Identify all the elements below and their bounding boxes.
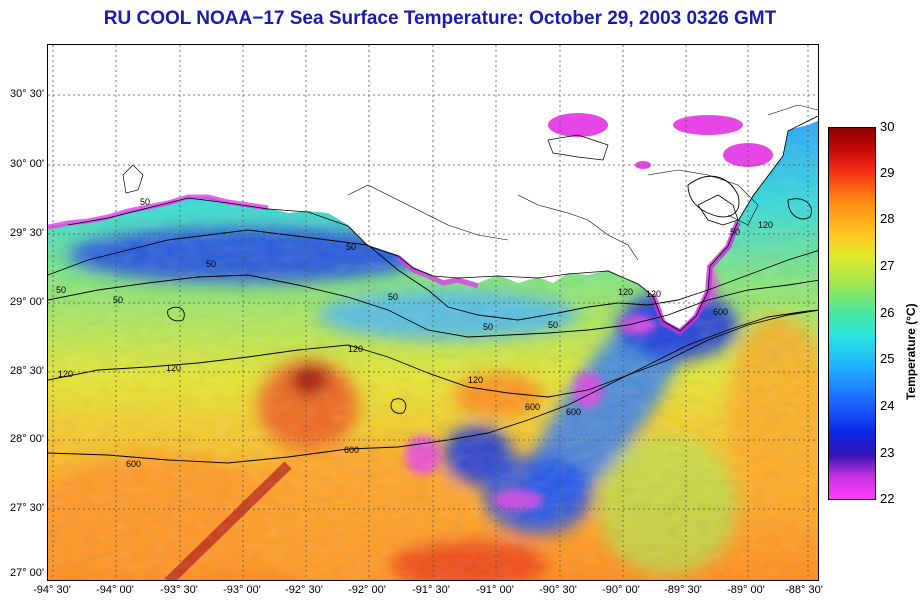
contour-label: 50 xyxy=(56,285,66,295)
contour-label: 120 xyxy=(166,363,181,373)
colorbar-tick: 25 xyxy=(880,351,895,366)
contour-label: 50 xyxy=(730,227,740,237)
contour-label: 120 xyxy=(58,369,73,379)
contour-label: 600 xyxy=(713,307,728,317)
contour-label: 120 xyxy=(468,375,483,385)
map-title: RU COOL NOAA−17 Sea Surface Temperature:… xyxy=(103,8,777,29)
colorbar-tick: 28 xyxy=(880,211,895,226)
lon-label: -93° 30' xyxy=(160,584,198,596)
contour-label: 120 xyxy=(646,289,661,299)
contour-label: 120 xyxy=(618,287,633,297)
lon-label: -93° 00' xyxy=(223,584,261,596)
contour-label: 50 xyxy=(140,197,150,207)
contour-label: 600 xyxy=(126,459,141,469)
lat-label: 27° 30' xyxy=(9,502,44,514)
contour-label: 120 xyxy=(348,344,363,354)
colorbar-label: Temperature (°C) xyxy=(904,303,918,400)
colorbar-tick: 30 xyxy=(880,119,895,134)
lon-label: -91° 30' xyxy=(412,584,450,596)
lon-label: -90° 00' xyxy=(602,584,640,596)
contour-label: 50 xyxy=(346,242,356,252)
lon-label: -88° 30' xyxy=(785,584,823,596)
graticule xyxy=(48,45,818,580)
contour-label: 50 xyxy=(388,292,398,302)
lat-label: 30° 30' xyxy=(9,88,44,100)
lat-label: 27° 00' xyxy=(9,567,44,579)
lon-label: -91° 00' xyxy=(476,584,514,596)
contour-label: 50 xyxy=(483,322,493,332)
sst-map-graphic: 50 50 50 50 50 50 50 50 120 120 120 120 … xyxy=(48,45,818,580)
lon-label: -89° 00' xyxy=(727,584,765,596)
contour-label: 50 xyxy=(206,259,216,269)
lon-label: -90° 30' xyxy=(539,584,577,596)
colorbar-tick: 22 xyxy=(880,491,895,506)
lon-label: -92° 30' xyxy=(285,584,323,596)
contour-label: 600 xyxy=(566,407,581,417)
contour-label: 600 xyxy=(344,445,359,455)
colorbar-tick: 24 xyxy=(880,398,895,413)
sst-map[interactable]: 50 50 50 50 50 50 50 50 120 120 120 120 … xyxy=(47,44,819,581)
colorbar-tick: 23 xyxy=(880,445,895,460)
lon-label: -94° 30' xyxy=(33,584,71,596)
contour-label: 600 xyxy=(525,402,540,412)
lon-label: -92° 00' xyxy=(348,584,386,596)
colorbar-tick: 29 xyxy=(880,165,895,180)
colorbar-tick: 27 xyxy=(880,258,895,273)
contour-label: 50 xyxy=(113,295,123,305)
contour-label: 50 xyxy=(548,320,558,330)
contour-label: 120 xyxy=(758,220,773,230)
lat-label: 28° 30' xyxy=(9,365,44,377)
lat-label: 30° 00' xyxy=(9,158,44,170)
lon-label: -89° 30' xyxy=(664,584,702,596)
lat-label: 29° 30' xyxy=(9,227,44,239)
lat-label: 29° 00' xyxy=(9,296,44,308)
temperature-colorbar xyxy=(828,127,876,500)
colorbar-tick: 26 xyxy=(880,305,895,320)
lon-label: -94° 00' xyxy=(96,584,134,596)
lat-label: 28° 00' xyxy=(9,433,44,445)
